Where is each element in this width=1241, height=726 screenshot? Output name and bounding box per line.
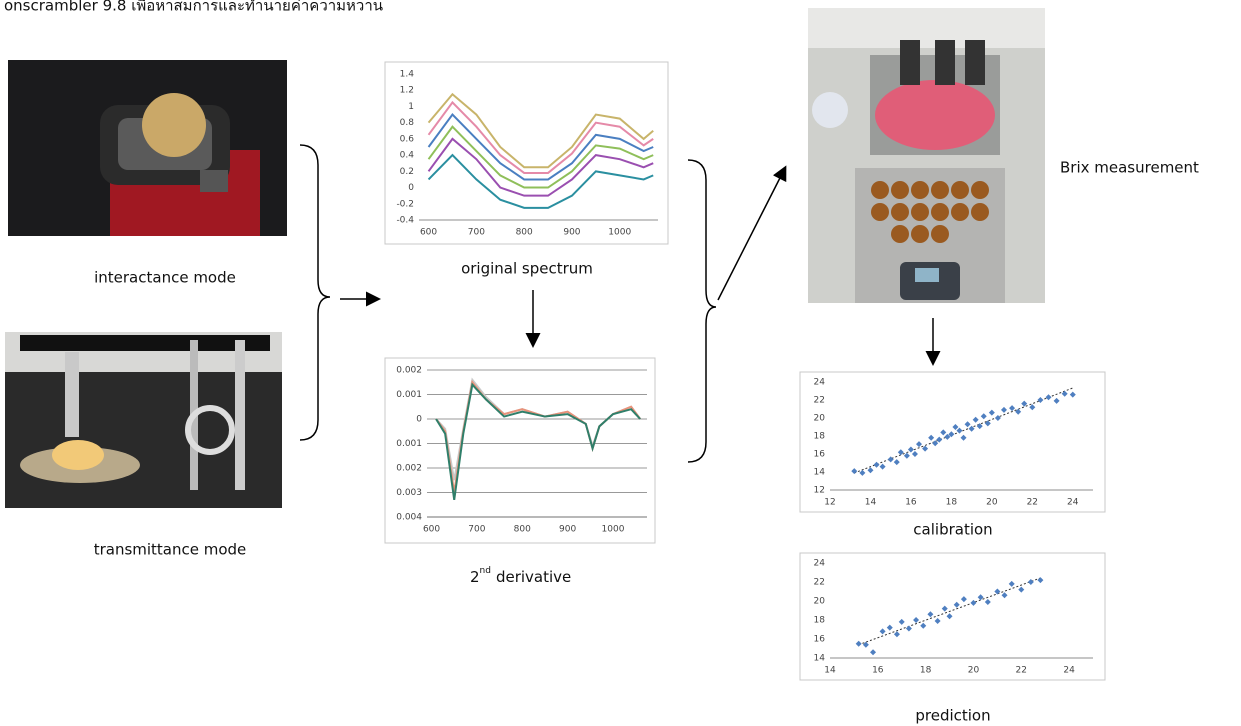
label: original spectrum bbox=[461, 260, 593, 278]
y-tick-label: 0.2 bbox=[400, 167, 414, 177]
x-tick-label: 18 bbox=[920, 666, 932, 676]
chart-frame bbox=[385, 358, 655, 543]
y-tick-label: -0.2 bbox=[396, 199, 414, 209]
y-tick-label: 0.002 bbox=[396, 366, 422, 376]
y-tick-label: 16 bbox=[814, 450, 826, 460]
label-part: 2 bbox=[470, 568, 480, 586]
y-tick-label: 18 bbox=[814, 616, 826, 626]
y-tick-label: 18 bbox=[814, 432, 826, 442]
label-sup: nd bbox=[480, 566, 491, 576]
y-tick-label: 20 bbox=[814, 597, 826, 607]
y-tick-label: 0.6 bbox=[400, 134, 415, 144]
photo-brix bbox=[808, 8, 1045, 303]
y-tick-label: 0 bbox=[408, 183, 414, 193]
header-text: onscrambler 9.8 เพื่อหาสมการและทำนายค่าค… bbox=[4, 0, 383, 15]
x-tick-label: 900 bbox=[559, 525, 576, 535]
y-tick-label: 1.2 bbox=[400, 86, 414, 96]
x-tick-label: 12 bbox=[824, 498, 835, 508]
y-tick-label: 24 bbox=[814, 559, 826, 569]
y-tick-label: 0.8 bbox=[400, 118, 415, 128]
x-tick-label: 1000 bbox=[608, 228, 631, 238]
page: onscrambler 9.8 เพื่อหาสมการและทำนายค่าค… bbox=[0, 0, 1241, 726]
y-tick-label: 0.4 bbox=[400, 151, 415, 161]
chart-frame bbox=[385, 62, 668, 244]
y-tick-label: 22 bbox=[814, 396, 825, 406]
x-tick-label: 20 bbox=[968, 666, 980, 676]
y-tick-label: 0.001 bbox=[396, 390, 422, 400]
x-tick-label: 14 bbox=[865, 498, 877, 508]
label: Brix measurement bbox=[1060, 159, 1199, 177]
y-tick-label: -0.4 bbox=[396, 216, 414, 226]
y-tick-label: 22 bbox=[814, 578, 825, 588]
photo-interactance bbox=[8, 60, 287, 236]
label: calibration bbox=[913, 521, 992, 539]
label: transmittance mode bbox=[94, 541, 247, 559]
y-tick-label: 1 bbox=[408, 102, 414, 112]
label: prediction bbox=[915, 707, 990, 725]
y-tick-label: 0.001 bbox=[396, 439, 422, 449]
y-tick-label: 0.003 bbox=[396, 488, 422, 498]
x-tick-label: 14 bbox=[824, 666, 836, 676]
x-tick-label: 16 bbox=[872, 666, 884, 676]
x-tick-label: 900 bbox=[563, 228, 580, 238]
x-tick-label: 16 bbox=[905, 498, 917, 508]
y-tick-label: 1.4 bbox=[400, 70, 415, 80]
x-tick-label: 700 bbox=[468, 525, 485, 535]
photo-transmittance bbox=[5, 332, 282, 508]
brace bbox=[300, 145, 330, 440]
y-tick-label: 0.002 bbox=[396, 464, 422, 474]
x-tick-label: 22 bbox=[1027, 498, 1038, 508]
x-tick-label: 600 bbox=[420, 228, 437, 238]
y-tick-label: 16 bbox=[814, 635, 826, 645]
label: 2nd derivative bbox=[470, 566, 571, 586]
chart-frame bbox=[800, 553, 1105, 680]
y-tick-label: 20 bbox=[814, 414, 826, 424]
y-tick-label: 0.004 bbox=[396, 513, 422, 523]
label-part: derivative bbox=[496, 568, 571, 586]
y-tick-label: 14 bbox=[814, 654, 826, 664]
x-tick-label: 24 bbox=[1063, 666, 1075, 676]
x-tick-label: 20 bbox=[986, 498, 998, 508]
arrow bbox=[718, 168, 785, 300]
brace bbox=[688, 160, 716, 462]
x-tick-label: 800 bbox=[514, 525, 531, 535]
label: interactance mode bbox=[94, 269, 236, 287]
x-tick-label: 24 bbox=[1067, 498, 1079, 508]
y-tick-label: 14 bbox=[814, 468, 826, 478]
y-tick-label: 0 bbox=[416, 415, 422, 425]
x-tick-label: 800 bbox=[516, 228, 533, 238]
x-tick-label: 700 bbox=[468, 228, 485, 238]
x-tick-label: 600 bbox=[423, 525, 440, 535]
x-tick-label: 18 bbox=[946, 498, 958, 508]
y-tick-label: 24 bbox=[814, 378, 826, 388]
y-tick-label: 12 bbox=[814, 486, 825, 496]
x-tick-label: 1000 bbox=[602, 525, 625, 535]
x-tick-label: 22 bbox=[1016, 666, 1027, 676]
